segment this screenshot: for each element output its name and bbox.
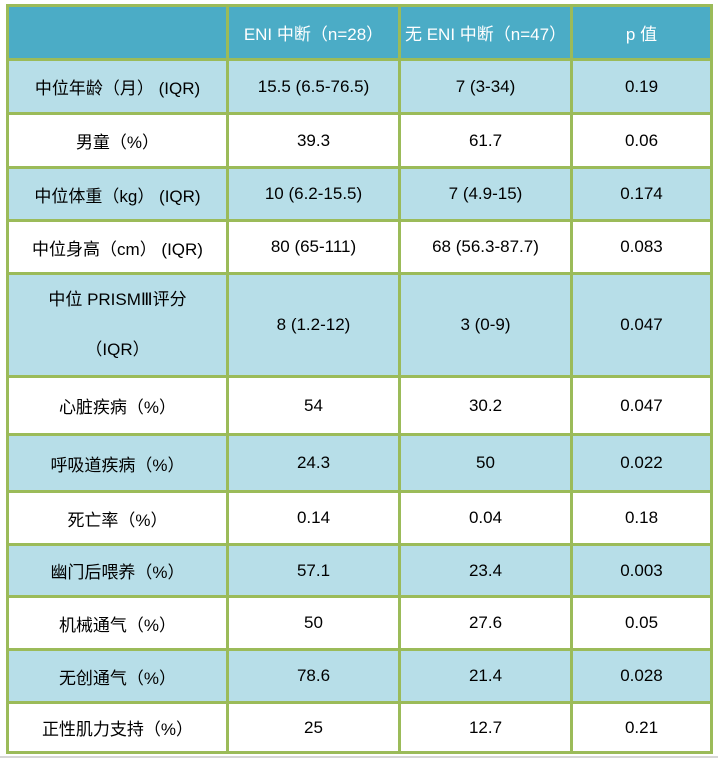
no-eni-value-cell: 27.6 (398, 595, 573, 651)
p-value-cell: 0.083 (570, 219, 713, 275)
header-cell-no-eni-group: 无 ENI 中断（n=47） (398, 4, 573, 61)
header-cell-eni-group: ENI 中断（n=28） (226, 4, 401, 61)
table-row: 死亡率（%） 0.14 0.04 0.18 (6, 490, 713, 546)
eni-value-cell: 8 (1.2-12) (226, 272, 401, 378)
table-row: 男童（%） 39.3 61.7 0.06 (6, 112, 713, 169)
row-label-cell: 无创通气（%） (6, 648, 229, 704)
p-value-cell: 0.174 (570, 166, 713, 222)
eni-value-cell: 50 (226, 595, 401, 651)
table-row: 机械通气（%） 50 27.6 0.05 (6, 595, 713, 651)
no-eni-value-cell: 23.4 (398, 543, 573, 598)
p-value-cell: 0.047 (570, 272, 713, 378)
no-eni-value-cell: 12.7 (398, 701, 573, 754)
table-row: 正性肌力支持（%） 25 12.7 0.21 (6, 701, 713, 754)
no-eni-value-cell: 0.04 (398, 490, 573, 546)
row-label-cell: 机械通气（%） (6, 595, 229, 651)
no-eni-value-cell: 7 (4.9-15) (398, 166, 573, 222)
row-label-cell: 心脏疾病（%） (6, 375, 229, 436)
p-value-cell: 0.047 (570, 375, 713, 436)
no-eni-value-cell: 3 (0-9) (398, 272, 573, 378)
p-value-cell: 0.028 (570, 648, 713, 704)
row-label-cell: 中位 PRISMⅢ评分 （IQR） (6, 272, 229, 378)
table-row: 中位年龄（月） (IQR) 15.5 (6.5-76.5) 7 (3-34) 0.19 (6, 58, 713, 115)
eni-value-cell: 78.6 (226, 648, 401, 704)
no-eni-value-cell: 61.7 (398, 112, 573, 169)
eni-value-cell: 80 (65-111) (226, 219, 401, 275)
row-label-cell: 中位身高（cm） (IQR) (6, 219, 229, 275)
row-label-cell: 幽门后喂养（%） (6, 543, 229, 598)
table-row: 呼吸道疾病（%） 24.3 50 0.022 (6, 433, 713, 493)
header-cell-p-value: p 值 (570, 4, 713, 61)
eni-value-cell: 0.14 (226, 490, 401, 546)
row-label-cell: 呼吸道疾病（%） (6, 433, 229, 493)
row-label-cell: 正性肌力支持（%） (6, 701, 229, 754)
p-value-cell: 0.05 (570, 595, 713, 651)
header-row: ENI 中断（n=28） 无 ENI 中断（n=47） p 值 (6, 4, 713, 61)
no-eni-value-cell: 50 (398, 433, 573, 493)
row-label-cell: 死亡率（%） (6, 490, 229, 546)
table-body: 中位年龄（月） (IQR) 15.5 (6.5-76.5) 7 (3-34) 0.19… (6, 58, 713, 754)
row-label-cell: 中位年龄（月） (IQR) (6, 58, 229, 115)
p-value-cell: 0.18 (570, 490, 713, 546)
no-eni-value-cell: 68 (56.3-87.7) (398, 219, 573, 275)
p-value-cell: 0.19 (570, 58, 713, 115)
eni-value-cell: 10 (6.2-15.5) (226, 166, 401, 222)
table-row: 中位 PRISMⅢ评分 （IQR） 8 (1.2-12) 3 (0-9) 0.047 (6, 272, 713, 378)
comparison-table: ENI 中断（n=28） 无 ENI 中断（n=47） p 值 中位年龄（月） … (6, 4, 713, 754)
table-row: 心脏疾病（%） 54 30.2 0.047 (6, 375, 713, 436)
table-row: 无创通气（%） 78.6 21.4 0.028 (6, 648, 713, 704)
p-value-cell: 0.06 (570, 112, 713, 169)
p-value-cell: 0.003 (570, 543, 713, 598)
no-eni-value-cell: 7 (3-34) (398, 58, 573, 115)
p-value-cell: 0.21 (570, 701, 713, 754)
row-label-cell: 中位体重（kg） (IQR) (6, 166, 229, 222)
no-eni-value-cell: 30.2 (398, 375, 573, 436)
eni-value-cell: 39.3 (226, 112, 401, 169)
p-value-cell: 0.022 (570, 433, 713, 493)
table-row: 幽门后喂养（%） 57.1 23.4 0.003 (6, 543, 713, 598)
row-label-cell: 男童（%） (6, 112, 229, 169)
page-edge-shadow (0, 756, 718, 758)
no-eni-value-cell: 21.4 (398, 648, 573, 704)
eni-value-cell: 15.5 (6.5-76.5) (226, 58, 401, 115)
eni-value-cell: 24.3 (226, 433, 401, 493)
eni-value-cell: 57.1 (226, 543, 401, 598)
table-row: 中位体重（kg） (IQR) 10 (6.2-15.5) 7 (4.9-15) 0.1… (6, 166, 713, 222)
eni-value-cell: 25 (226, 701, 401, 754)
header-cell-empty (6, 4, 229, 61)
eni-value-cell: 54 (226, 375, 401, 436)
table-row: 中位身高（cm） (IQR) 80 (65-111) 68 (56.3-87.7) 0… (6, 219, 713, 275)
